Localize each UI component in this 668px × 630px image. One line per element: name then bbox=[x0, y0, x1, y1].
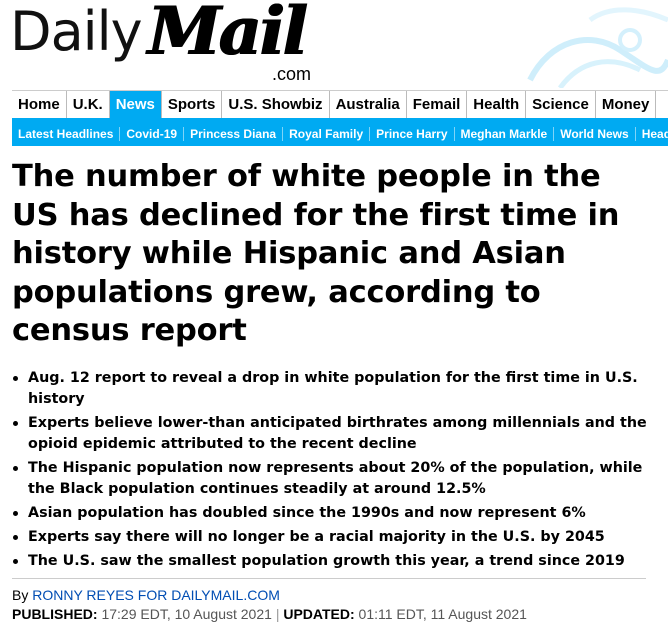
subnav-item-prince-harry[interactable]: Prince Harry bbox=[370, 127, 455, 141]
byline-prefix: By bbox=[12, 587, 29, 603]
nav-item-money[interactable]: Money bbox=[596, 91, 657, 118]
summary-bullet-text: Experts believe lower-than anticipated b… bbox=[28, 415, 647, 452]
summary-bullet-text: Asian population has doubled since the 1… bbox=[28, 505, 586, 521]
article-dates: PUBLISHED: 17:29 EDT, 10 August 2021 | U… bbox=[12, 606, 527, 622]
nav-item-uk[interactable]: U.K. bbox=[67, 91, 110, 118]
logo-mail[interactable]: Mail bbox=[148, 0, 308, 70]
date-separator: | bbox=[275, 606, 280, 622]
subnav-item-royal-family[interactable]: Royal Family bbox=[283, 127, 371, 141]
summary-bullet: Asian population has doubled since the 1… bbox=[12, 503, 662, 524]
subnav-item-princess-diana[interactable]: Princess Diana bbox=[184, 127, 284, 141]
secondary-nav: Latest Headlines Covid-19 Princess Diana… bbox=[12, 122, 668, 146]
nav-item-femail[interactable]: Femail bbox=[407, 91, 468, 118]
bullet-dot-icon bbox=[13, 511, 18, 516]
published-date: 17:29 EDT, 10 August 2021 bbox=[101, 606, 272, 622]
nav-item-science[interactable]: Science bbox=[526, 91, 596, 118]
summary-bullet-text: The U.S. saw the smallest population gro… bbox=[28, 553, 625, 569]
summary-bullet-text: Experts say there will no longer be a ra… bbox=[28, 529, 605, 545]
bullet-dot-icon bbox=[13, 466, 18, 471]
nav-item-news[interactable]: News bbox=[109, 91, 162, 118]
updated-label: UPDATED: bbox=[283, 606, 355, 622]
article-headline: The number of white people in the US has… bbox=[12, 159, 620, 348]
summary-bullet-text: The Hispanic population now represents a… bbox=[28, 460, 643, 497]
article-summary-list: Aug. 12 report to reveal a drop in white… bbox=[12, 368, 662, 575]
decorative-wave-icon bbox=[527, 7, 668, 88]
author-link[interactable]: RONNY REYES FOR DAILYMAIL.COM bbox=[32, 587, 280, 603]
updated-date: 01:11 EDT, 11 August 2021 bbox=[358, 606, 527, 622]
nav-item-home[interactable]: Home bbox=[12, 91, 67, 118]
byline-divider bbox=[12, 578, 646, 579]
subnav-item-latest-headlines[interactable]: Latest Headlines bbox=[12, 127, 121, 141]
subnav-item-meghan-markle[interactable]: Meghan Markle bbox=[455, 127, 555, 141]
nav-item-us-showbiz[interactable]: U.S. Showbiz bbox=[222, 91, 330, 118]
bullet-dot-icon bbox=[13, 376, 18, 381]
nav-item-australia[interactable]: Australia bbox=[330, 91, 407, 118]
logo-com: .com bbox=[272, 64, 312, 84]
byline: By RONNY REYES FOR DAILYMAIL.COM bbox=[12, 587, 280, 603]
logo-daily[interactable]: Daily bbox=[10, 0, 143, 63]
subnav-item-covid-19[interactable]: Covid-19 bbox=[120, 127, 185, 141]
summary-bullet: The U.S. saw the smallest population gro… bbox=[12, 551, 662, 572]
subnav-item-world-news[interactable]: World News bbox=[554, 127, 636, 141]
bullet-dot-icon bbox=[13, 535, 18, 540]
summary-bullet-text: Aug. 12 report to reveal a drop in white… bbox=[28, 370, 638, 407]
subnav-item-head[interactable]: Head bbox=[641, 127, 668, 141]
summary-bullet: The Hispanic population now represents a… bbox=[12, 458, 662, 500]
primary-nav: Home U.K. News Sports U.S. Showbiz Austr… bbox=[12, 90, 668, 122]
summary-bullet: Experts say there will no longer be a ra… bbox=[12, 527, 662, 548]
summary-bullet: Aug. 12 report to reveal a drop in white… bbox=[12, 368, 662, 410]
masthead: Daily Mail .com bbox=[0, 0, 668, 88]
published-label: PUBLISHED: bbox=[12, 606, 98, 622]
nav-item-health[interactable]: Health bbox=[467, 91, 527, 118]
bullet-dot-icon bbox=[13, 559, 18, 564]
summary-bullet: Experts believe lower-than anticipated b… bbox=[12, 413, 662, 455]
nav-item-sports[interactable]: Sports bbox=[162, 91, 223, 118]
bullet-dot-icon bbox=[13, 421, 18, 426]
